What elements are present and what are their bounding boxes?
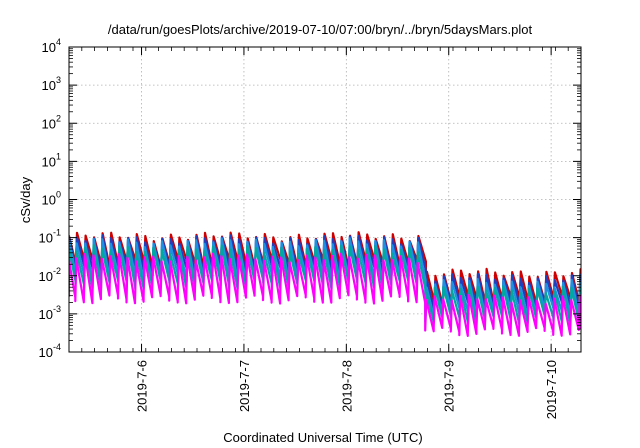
grid [69,47,581,352]
y-tick-label: 10-4 [39,342,61,360]
y-tick-label: 100 [42,190,61,208]
x-tick-label: 2019-7-6 [135,360,150,412]
y-tick-label: 102 [42,113,61,131]
series-group [69,231,581,337]
x-tick-label: 2019-7-8 [339,360,354,412]
axes: 10-4 10-3 10-2 10-1 100 101 102 103 104 2019-7-6 2… [39,37,582,419]
y-tick-label: 10-1 [39,228,61,246]
y-tick-label: 104 [42,37,61,55]
chart-title: /data/run/goesPlots/archive/2019-07-10/0… [108,22,533,37]
y-tick-label: 10-3 [39,304,61,322]
x-tick-label: 2019-7-7 [237,360,252,412]
x-axis-label: Coordinated Universal Time (UTC) [223,430,422,445]
y-tick-label: 101 [42,151,61,169]
x-tick-label: 2019-7-10 [544,360,559,419]
y-axis-label: cSv/day [18,176,33,223]
x-tick-label: 2019-7-9 [442,360,457,412]
y-tick-label: 103 [42,75,61,93]
series-line [69,252,581,337]
y-tick-label: 10-2 [39,266,61,284]
